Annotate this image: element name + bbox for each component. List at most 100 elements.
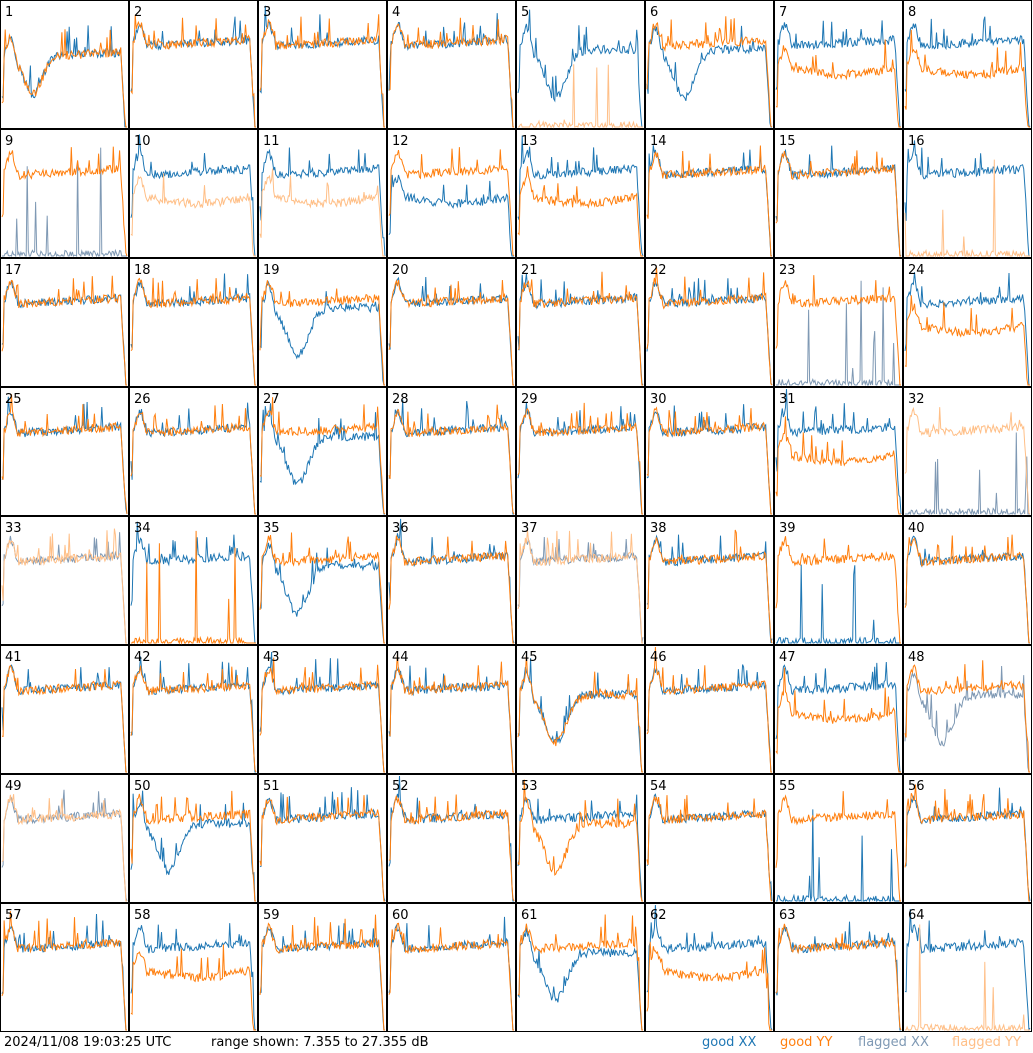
panel-24: 24 (903, 258, 1032, 387)
yy-trace (259, 914, 385, 1031)
xx-trace (646, 25, 772, 128)
yy-trace (517, 529, 643, 644)
panel-55: 55 (774, 774, 903, 903)
yy-trace (517, 166, 643, 257)
yy-trace (130, 944, 256, 1031)
panel-label: 35 (263, 521, 280, 536)
yy-trace (131, 530, 256, 645)
panel-label: 34 (134, 521, 151, 536)
xx-trace (775, 388, 902, 515)
panel-30: 30 (645, 387, 774, 516)
panel-frame (903, 0, 1032, 129)
panel-frame (387, 387, 516, 516)
panel-13: 13 (516, 129, 645, 258)
panel-61: 61 (516, 903, 645, 1032)
panel-label: 37 (521, 521, 538, 536)
panel-label: 28 (392, 392, 409, 407)
panel-14: 14 (645, 129, 774, 258)
panel-22: 22 (645, 258, 774, 387)
xx-trace (517, 794, 643, 902)
panel-frame (903, 516, 1032, 645)
yy-trace (518, 64, 643, 129)
yy-trace (388, 17, 514, 128)
panel-frame (129, 903, 258, 1032)
panel-frame (645, 516, 774, 645)
panel-label: 25 (5, 392, 22, 407)
panel-label: 56 (908, 779, 925, 794)
panel-frame (129, 0, 258, 129)
panel-frame (0, 645, 129, 774)
panel-47: 47 (774, 645, 903, 774)
panel-56: 56 (903, 774, 1032, 903)
panel-42: 42 (129, 645, 258, 774)
panel-15: 15 (774, 129, 903, 258)
panel-frame (258, 903, 387, 1032)
panel-35: 35 (258, 516, 387, 645)
panel-3: 3 (258, 0, 387, 129)
xx-trace (259, 787, 386, 902)
xx-trace (259, 542, 385, 644)
panel-2: 2 (129, 0, 258, 129)
panel-label: 8 (908, 5, 916, 20)
yy-trace (775, 667, 901, 773)
panel-63: 63 (774, 903, 903, 1032)
yy-trace (904, 784, 1030, 902)
panel-37: 37 (516, 516, 645, 645)
panel-frame (387, 903, 516, 1032)
panel-label: 57 (5, 908, 22, 923)
yy-trace (130, 665, 257, 773)
yy-trace (388, 654, 514, 773)
panel-frame (516, 129, 645, 258)
xx-trace (776, 564, 901, 645)
panel-frame (903, 129, 1032, 258)
xx-trace (517, 402, 643, 515)
yy-trace (259, 280, 385, 386)
yy-trace (775, 923, 902, 1031)
panel-33: 33 (0, 516, 129, 645)
panel-label: 31 (779, 392, 796, 407)
yy-trace (905, 924, 1030, 1032)
panel-frame (516, 774, 645, 903)
panel-45: 45 (516, 645, 645, 774)
panel-frame (645, 258, 774, 387)
yy-trace (646, 145, 772, 257)
panel-18: 18 (129, 258, 258, 387)
xx-trace (130, 923, 257, 1031)
xx-trace (775, 20, 901, 128)
yy-trace (904, 29, 1030, 128)
panel-label: 1 (5, 5, 13, 20)
panel-16: 16 (903, 129, 1032, 258)
yy-trace (1, 911, 127, 1031)
panel-label: 44 (392, 650, 409, 665)
panel-frame (516, 645, 645, 774)
xx-trace (646, 534, 773, 644)
xx-trace (776, 809, 901, 903)
panel-label: 5 (521, 5, 529, 20)
panel-26: 26 (129, 387, 258, 516)
panel-53: 53 (516, 774, 645, 903)
panel-17: 17 (0, 258, 129, 387)
panel-9: 9 (0, 129, 129, 258)
yy-trace (388, 404, 515, 515)
timestamp: 2024/11/08 19:03:25 UTC (4, 1035, 172, 1050)
panel-frame (258, 129, 387, 258)
panel-49: 49 (0, 774, 129, 903)
panel-frame (0, 0, 129, 129)
panel-label: 46 (650, 650, 667, 665)
yy-trace (517, 654, 643, 773)
panel-frame (774, 0, 903, 129)
panel-frame (258, 258, 387, 387)
panel-label: 17 (5, 263, 22, 278)
panel-21: 21 (516, 258, 645, 387)
panel-frame (516, 0, 645, 129)
panel-frame (387, 774, 516, 903)
panel-label: 52 (392, 779, 409, 794)
panel-frame (387, 645, 516, 774)
panel-frame (645, 903, 774, 1032)
yy-trace (904, 159, 1030, 258)
yy-trace (130, 173, 256, 257)
yy-trace (775, 416, 901, 515)
panel-frame (0, 387, 129, 516)
panel-label: 7 (779, 5, 787, 20)
xx-trace (517, 658, 643, 773)
